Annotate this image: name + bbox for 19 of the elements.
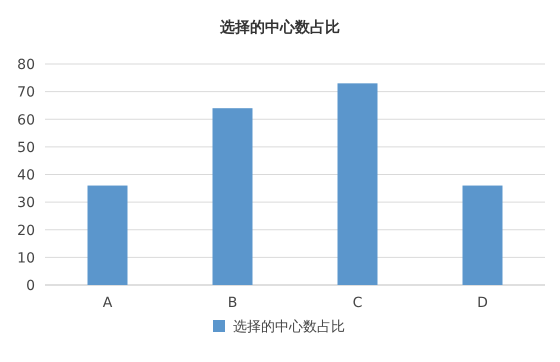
- y-tick-label: 50: [17, 140, 35, 156]
- bar: [462, 186, 502, 285]
- y-tick-label: 70: [17, 84, 35, 101]
- y-tick-label: 10: [17, 250, 35, 266]
- chart-title: 选择的中心数占比: [219, 18, 340, 36]
- bar: [338, 83, 378, 285]
- y-tick-label: 60: [17, 112, 35, 128]
- y-tick-label: 20: [17, 222, 35, 239]
- x-tick-label: D: [477, 295, 488, 311]
- x-tick-label: C: [352, 295, 363, 311]
- x-tick-label: B: [228, 295, 238, 311]
- y-tick-label: 40: [17, 168, 35, 184]
- legend-label: 选择的中心数占比: [233, 319, 345, 335]
- y-tick-label: 0: [26, 278, 35, 294]
- bar: [88, 186, 128, 285]
- y-tick-label: 80: [17, 57, 35, 73]
- y-tick-label: 30: [17, 195, 35, 212]
- bar: [212, 108, 252, 285]
- x-tick-label: A: [102, 295, 113, 311]
